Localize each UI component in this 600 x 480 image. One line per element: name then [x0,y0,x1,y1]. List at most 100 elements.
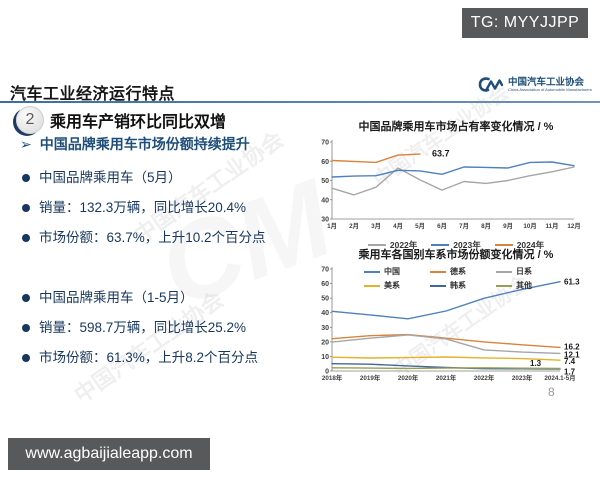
legend-swatch [364,284,380,287]
svg-text:2024.1-5月: 2024.1-5月 [544,374,575,382]
list-item: 销量：132.3万辆，同比增长20.4% [22,200,312,217]
legend-label: 其他 [516,281,532,290]
svg-text:11月: 11月 [546,222,559,230]
chart-title: 乘用车各国别车系市场份额变化情况 / % [358,249,554,261]
cm-logo-icon [478,77,504,92]
svg-text:12.1: 12.1 [564,350,580,359]
bullet-text: 市场份额：63.7%，上升10.2个百分点 [39,229,266,245]
bullet-dot [22,353,30,362]
bullet-text: 销量：598.7万辆，同比增长25.2% [39,319,247,335]
arrow-icon: ➢ [20,135,32,152]
legend-item: 德系 [430,266,496,277]
svg-text:50: 50 [321,296,329,303]
svg-text:50: 50 [321,178,329,185]
svg-text:10: 10 [321,354,329,361]
svg-text:10月: 10月 [523,222,536,230]
bullet-group-may: 中国品牌乘用车（5月） 销量：132.3万辆，同比增长20.4% 市场份额：63… [22,170,312,260]
svg-text:70: 70 [321,267,329,274]
svg-text:8月: 8月 [481,222,491,230]
header-divider [0,101,600,103]
chart-legend: 2022年 2023年 2024年 [312,239,600,251]
legend-item: 2024年 [494,239,545,251]
legend-item: 日系 [496,266,562,277]
svg-text:2月: 2月 [349,222,359,230]
bullet-text: 中国品牌乘用车（5月） [39,170,182,185]
bullet-dot [22,174,30,182]
legend-swatch [494,244,513,246]
page-title: 汽车工业经济运行特点 [10,86,176,103]
url-watermark-bar: www.agbaijialeapp.com [8,438,210,470]
legend-swatch [430,270,446,273]
svg-text:7.4: 7.4 [564,357,576,366]
legend-label: 2022年 [389,240,418,250]
bullet-dot [22,203,30,212]
bullet-dot [22,294,30,302]
svg-text:5月: 5月 [415,222,425,230]
svg-text:2021年: 2021年 [436,373,457,382]
svg-text:7月: 7月 [459,222,469,230]
svg-text:9月: 9月 [503,222,513,230]
svg-text:40: 40 [321,197,329,204]
svg-text:60: 60 [321,159,329,166]
svg-text:2018年: 2018年 [322,373,343,382]
svg-text:70: 70 [321,140,329,147]
bullet-group-jan-may: 中国品牌乘用车（1-5月） 销量：598.7万辆，同比增长25.2% 市场份额：… [22,290,312,380]
legend-label: 中国 [384,267,400,276]
legend-label: 德系 [450,267,466,276]
svg-text:30: 30 [321,217,329,224]
chart-title: 中国品牌乘用车市场占有率变化情况 / % [358,121,554,133]
svg-text:30: 30 [321,325,329,332]
svg-text:2023年: 2023年 [512,373,533,382]
svg-text:6月: 6月 [437,222,447,230]
section-number: 2 [25,111,35,128]
svg-text:20: 20 [321,339,329,346]
url-watermark-text: www.agbaijialeapp.com [25,445,193,462]
legend-label: 美系 [384,281,400,290]
svg-text:4月: 4月 [393,222,403,230]
legend-swatch [496,284,512,287]
logo-org-name-en: China Association of Automobile Manufact… [508,87,592,93]
legend-label: 2024年 [516,240,545,250]
section-number-badge: 2 [16,106,44,134]
legend-swatch [431,244,450,246]
svg-text:1.3: 1.3 [530,359,542,368]
legend-swatch [364,270,380,273]
list-item: 销量：598.7万辆，同比增长25.2% [22,320,312,337]
svg-text:40: 40 [321,310,329,317]
chart-legend: 中国 德系 日系美系 韩系 其他 [364,266,564,294]
svg-text:1.7: 1.7 [564,368,576,377]
legend-item: 2022年 [367,239,418,251]
legend-item: 美系 [364,280,430,291]
legend-swatch [430,284,446,287]
svg-text:12月: 12月 [567,222,580,230]
list-item: 市场份额：61.3%，上升8.2个百分点 [22,350,312,367]
svg-text:0: 0 [325,369,329,376]
legend-label: 2023年 [453,240,481,250]
svg-text:2020年: 2020年 [398,373,419,382]
page-number: 8 [548,385,555,399]
chart-market-share-by-origin: 乘用车各国别车系市场份额变化情况 / % 0 10 20 30 40 50 60 70 2018… [312,246,600,393]
logo-org-name-cn: 中国汽车工业协会 [508,76,585,88]
svg-text:2022年: 2022年 [474,373,495,382]
section-subheading-text: 中国品牌乘用车市场份额持续提升 [39,136,250,152]
svg-text:60: 60 [321,281,329,288]
svg-text:61.3: 61.3 [564,278,580,287]
bullet-text: 中国品牌乘用车（1-5月） [39,290,194,305]
tg-badge-label: TG: MYYJJPP [470,14,580,31]
line-chart-monthly: 30 40 50 60 70 1月 2月 3月 4月 5月 6月 7月 8月 9月 10月 11月 12月 63.… [321,140,580,231]
svg-text:3月: 3月 [371,222,381,230]
legend-swatch [496,270,512,273]
svg-text:16.2: 16.2 [564,342,580,351]
tg-badge: TG: MYYJJPP [462,8,588,38]
legend-item: 其他 [496,280,562,291]
section-heading: 乘用车产销环比同比双增 [50,114,227,131]
bullet-text: 市场份额：61.3%，上升8.2个百分点 [39,349,259,365]
legend-label: 日系 [516,267,532,276]
legend-item: 韩系 [430,280,496,291]
svg-text:2019年: 2019年 [360,373,381,382]
list-item: 中国品牌乘用车（5月） [22,170,312,187]
legend-item: 中国 [364,266,430,277]
list-item: 中国品牌乘用车（1-5月） [22,290,312,307]
bullet-dot [22,233,30,242]
legend-item: 2023年 [431,239,481,251]
